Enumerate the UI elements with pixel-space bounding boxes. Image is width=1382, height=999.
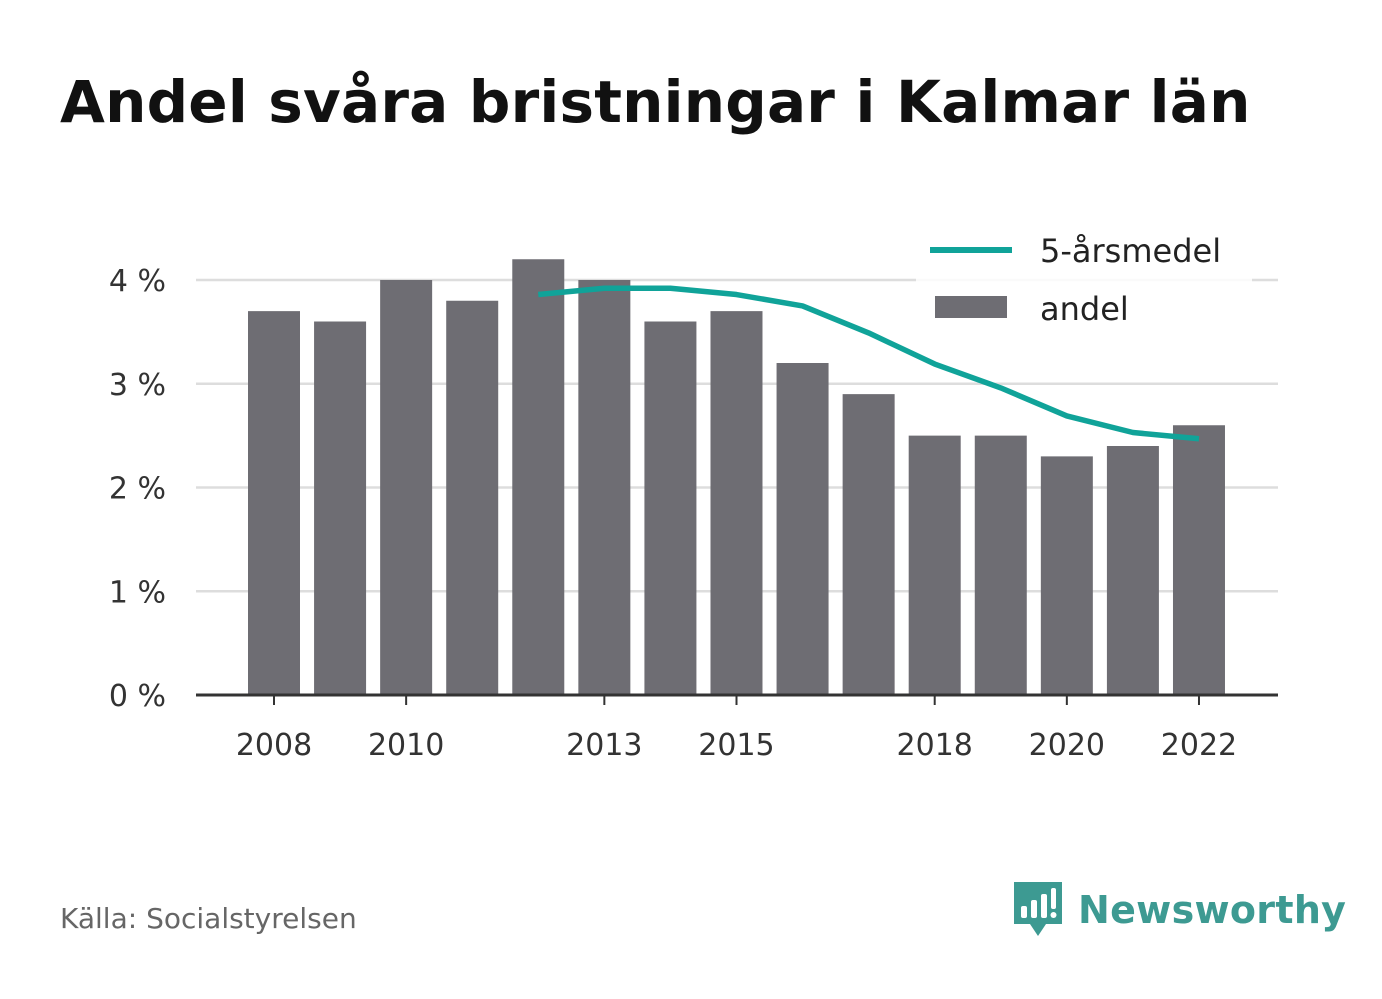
bar — [512, 259, 565, 695]
bar — [314, 321, 367, 695]
bar — [380, 280, 433, 695]
y-tick-label: 4 % — [109, 264, 166, 299]
legend: 5-årsmedel andel — [916, 222, 1252, 340]
bar — [248, 311, 300, 695]
legend-label-andel: andel — [1040, 290, 1129, 328]
bar — [1040, 456, 1093, 695]
x-tick-label: 2022 — [1161, 728, 1237, 763]
brand-logo: Newsworthy — [1012, 880, 1346, 940]
y-tick-label: 3 % — [109, 368, 166, 403]
x-tick-label: 2018 — [897, 728, 973, 763]
y-tick-label: 0 % — [109, 679, 166, 714]
bar — [776, 363, 829, 695]
y-tick-label: 1 % — [109, 575, 166, 610]
bar — [644, 321, 697, 695]
chart-title: Andel svåra bristningar i Kalmar län — [60, 68, 1251, 136]
bar — [1106, 446, 1159, 695]
bar — [908, 435, 961, 695]
y-tick-label: 2 % — [109, 472, 166, 507]
legend-label-5-arsmedel: 5-årsmedel — [1040, 232, 1221, 270]
bar — [974, 435, 1027, 695]
x-tick-label: 2008 — [236, 728, 312, 763]
x-tick-label: 2010 — [368, 728, 444, 763]
bar — [710, 311, 763, 695]
x-tick-label: 2015 — [698, 728, 774, 763]
bar — [446, 300, 499, 695]
bar-series-andel — [248, 259, 1225, 695]
x-tick-label: 2013 — [566, 728, 642, 763]
legend-swatch-bar — [935, 296, 1007, 318]
source-credit: Källa: Socialstyrelsen — [60, 902, 357, 935]
bar-chart-speech-bubble-icon — [1014, 882, 1062, 936]
legend-background — [916, 222, 1252, 340]
bar — [578, 280, 631, 695]
axes: 0 % 1 % 2 % 3 % 4 % 2008 2010 2013 2015 2018 2020 2… — [109, 264, 1278, 763]
brand-name: Newsworthy — [1078, 888, 1347, 932]
x-tick-label: 2020 — [1029, 728, 1105, 763]
bar — [1172, 425, 1225, 695]
line-series-5-arsmedel — [538, 285, 1200, 442]
bar — [842, 394, 895, 695]
